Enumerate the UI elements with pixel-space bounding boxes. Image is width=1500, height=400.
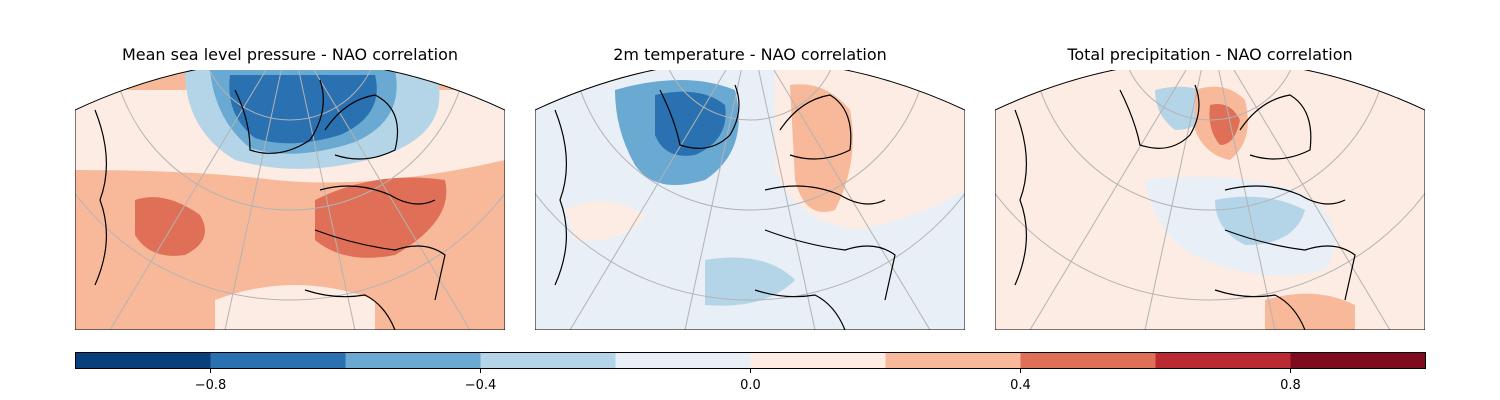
- panel-title-t2m: 2m temperature - NAO correlation: [613, 45, 887, 64]
- colorbar-segment: [480, 352, 616, 369]
- t2m-field-neg-south: [705, 257, 795, 306]
- colorbar-segment: [75, 352, 211, 369]
- colorbar-tick-label: 0.0: [740, 378, 761, 393]
- t2m-map-frame: [535, 70, 965, 330]
- colorbar-tick-marks: [210, 368, 1291, 373]
- tp-field-pos-south: [1265, 293, 1355, 330]
- colorbar-segments: [75, 352, 1426, 369]
- t2m-field-pos-atlantic: [565, 201, 645, 241]
- colorbar-segment: [750, 352, 886, 369]
- colorbar-tick-label: −0.4: [464, 378, 497, 393]
- msl-field-pos-atlantic: [135, 197, 205, 256]
- colorbar-segment: [345, 352, 481, 369]
- msl-coastlines: [94, 79, 446, 330]
- msl-map-frame: [75, 70, 505, 330]
- colorbar-segment: [210, 352, 346, 369]
- colorbar-tick-label: 0.8: [1280, 378, 1301, 393]
- msl-field-pos-europe: [315, 177, 447, 258]
- colorbar-tick-label: −0.8: [194, 378, 227, 393]
- colorbar-frame: [75, 352, 1426, 369]
- colorbar-segment: [1290, 352, 1426, 369]
- t2m-coastlines: [554, 84, 896, 330]
- tp-gridlines: [995, 70, 1425, 330]
- colorbar-segment: [1155, 352, 1291, 369]
- t2m-field-neg-strong: [655, 91, 726, 156]
- panel-title-tp: Total precipitation - NAO correlation: [1067, 45, 1353, 64]
- tp-coastlines: [1014, 84, 1356, 330]
- map-panel-tp: [995, 70, 1425, 330]
- tp-map-frame: [995, 70, 1425, 330]
- t2m-gridlines: [535, 70, 965, 330]
- map-panel-msl: [75, 70, 505, 330]
- tp-field-neg-europe: [1215, 196, 1305, 245]
- colorbar-segment: [615, 352, 751, 369]
- panel-title-msl: Mean sea level pressure - NAO correlatio…: [121, 45, 459, 64]
- colorbar: [75, 352, 1426, 373]
- colorbar-segment: [885, 352, 1021, 369]
- colorbar-segment: [1020, 352, 1156, 369]
- msl-field-neg-strong: [229, 75, 377, 144]
- colorbar-tick-label: 0.4: [1010, 378, 1031, 393]
- map-panel-t2m: [535, 70, 965, 330]
